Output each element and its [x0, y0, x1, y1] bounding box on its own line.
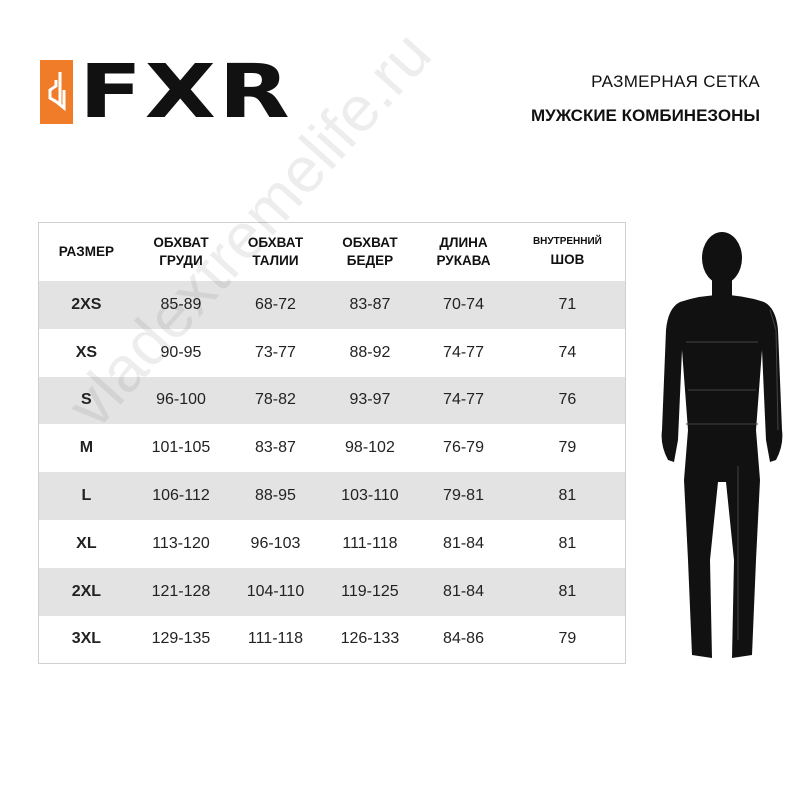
chart-subtitle: МУЖСКИЕ КОМБИНЕЗОНЫ: [531, 106, 760, 125]
column-header-chest: ОБХВАТ ГРУДИ: [153, 235, 209, 268]
cell-chest: 121-128: [133, 567, 229, 616]
cell-waist: 73-77: [255, 343, 296, 361]
table-row: 2XS 85-89 68-72 83-87 70-74 71: [38, 281, 626, 329]
cell-sleeve: 76-79: [443, 439, 484, 457]
cell-sleeve: 84-86: [443, 630, 484, 648]
cell-inseam: 71: [509, 281, 626, 329]
table-row: M 101-105 83-87 98-102 76-79 79: [39, 424, 626, 472]
cell-hips: 98-102: [345, 439, 395, 457]
cell-size: 2XS: [38, 281, 134, 329]
cell-hips: 93-97: [322, 376, 418, 425]
cell-size: 3XL: [71, 630, 102, 648]
cell-hips: 83-87: [322, 281, 418, 329]
cell-inseam: 79: [558, 630, 577, 648]
cell-size: M: [79, 439, 94, 457]
table-row: XL 113-120 96-103 111-118 81-84 81: [39, 520, 626, 568]
cell-inseam: 81: [558, 534, 577, 552]
cell-inseam: 74: [558, 343, 577, 361]
table-row: 3XL 129-135 111-118 126-133 84-86 79: [39, 616, 626, 664]
table-row: L 106-112 88-95 103-110 79-81 81: [38, 472, 626, 520]
cell-waist: 78-82: [228, 376, 323, 425]
column-header-hips: ОБХВАТ БЕДЕР: [342, 235, 398, 268]
cell-size: 2XL: [38, 567, 134, 616]
cell-chest: 113-120: [152, 534, 210, 552]
cell-size: XS: [75, 343, 98, 361]
cell-sleeve: 70-74: [417, 281, 510, 329]
cell-waist: 96-103: [250, 534, 301, 552]
fxr-logo-text: FXR: [79, 49, 293, 135]
cell-waist: 88-95: [228, 472, 323, 520]
cell-sleeve: 74-77: [417, 376, 510, 425]
cell-size: L: [38, 472, 134, 520]
cell-sleeve: 81-84: [417, 567, 510, 616]
cell-waist: 111-118: [247, 630, 304, 648]
chart-title: РАЗМЕРНАЯ СЕТКА: [591, 72, 760, 91]
column-header-sleeve: ДЛИНА РУКАВА: [436, 235, 491, 268]
cell-inseam: 81: [509, 567, 626, 616]
fxr-logo-mark-icon: [40, 60, 73, 124]
table-header-row: РАЗМЕР ОБХВАТ ГРУДИ ОБХВАТ ТАЛИИ ОБХВАТ БЕД…: [39, 223, 626, 282]
cell-inseam: 76: [509, 376, 626, 425]
table-row: 2XL 121-128 104-110 119-125 81-84 81: [38, 567, 626, 616]
cell-chest: 106-112: [133, 472, 229, 520]
cell-hips: 88-92: [349, 343, 391, 361]
cell-waist: 104-110: [228, 567, 323, 616]
cell-chest: 85-89: [133, 281, 229, 329]
body-silhouette-icon: [661, 232, 783, 658]
cell-sleeve: 74-77: [443, 343, 484, 361]
cell-size: S: [38, 376, 134, 425]
cell-size: XL: [76, 534, 97, 552]
cell-inseam: 79: [558, 439, 577, 457]
column-header-waist: ОБХВАТ ТАЛИИ: [247, 235, 304, 268]
cell-sleeve: 81-84: [443, 534, 484, 552]
table-row: S 96-100 78-82 93-97 74-77 76: [38, 376, 626, 425]
table-row: XS 90-95 73-77 88-92 74-77 74: [39, 329, 626, 377]
cell-chest: 96-100: [133, 376, 229, 425]
cell-waist: 83-87: [255, 439, 296, 457]
cell-chest: 101-105: [151, 439, 211, 457]
size-table: РАЗМЕР ОБХВАТ ГРУДИ ОБХВАТ ТАЛИИ ОБХВАТ БЕД…: [38, 222, 626, 665]
cell-sleeve: 79-81: [417, 472, 510, 520]
cell-chest: 129-135: [151, 630, 211, 648]
cell-hips: 103-110: [322, 472, 418, 520]
cell-waist: 68-72: [228, 281, 323, 329]
cell-hips: 119-125: [322, 567, 418, 616]
fxr-logo: FXR: [40, 55, 290, 129]
cell-hips: 126-133: [340, 630, 400, 648]
column-header-size: РАЗМЕР: [58, 244, 114, 259]
cell-hips: 111-118: [342, 534, 398, 552]
cell-chest: 90-95: [160, 343, 202, 361]
column-header-inseam: ВНУТРЕННИЙ ШОВ: [532, 236, 602, 267]
cell-inseam: 81: [509, 472, 626, 520]
